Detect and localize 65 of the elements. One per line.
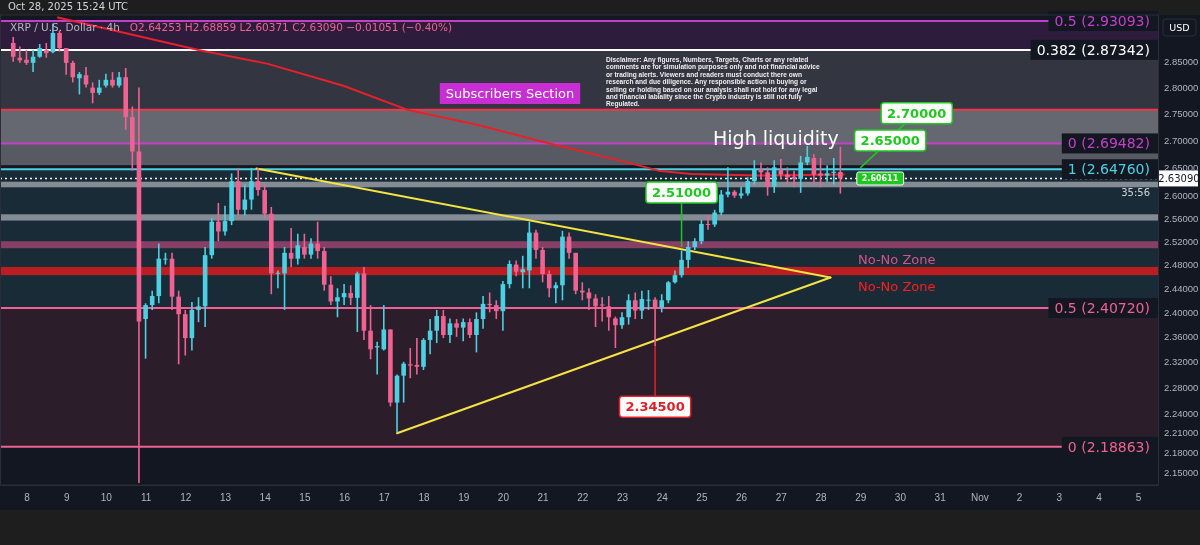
ref-line-label: 0 (2.18863): [1067, 438, 1150, 455]
x-tick-label: 18: [418, 492, 430, 504]
x-tick-label: 21: [537, 492, 550, 504]
x-tick-label: 15: [299, 492, 311, 504]
ref-line-label: 0.382 (2.87342): [1036, 41, 1150, 58]
x-tick-label: 2: [1016, 492, 1023, 504]
x-tick-label: 26: [736, 492, 748, 504]
y-tick-label: 2.48000: [1164, 259, 1199, 271]
x-tick-label: 27: [775, 492, 788, 504]
y-tick-label: 2.24000: [1164, 407, 1199, 419]
annotation: 35:56: [1121, 187, 1150, 198]
x-tick-label: 30: [894, 492, 907, 504]
x-tick-label: 10: [100, 492, 113, 504]
x-tick-label: 9: [63, 492, 70, 504]
y-tick-label: 2.52000: [1164, 235, 1199, 247]
ref-line-label: 0.5 (2.40720): [1054, 300, 1150, 316]
ref-line-label: 0.5 (2.93093): [1054, 12, 1150, 29]
x-tick-label: 3: [1056, 492, 1063, 504]
x-tick-label: 19: [458, 492, 470, 504]
x-tick-label: 4: [1096, 492, 1103, 504]
ref-line-label: 2.63090: [1158, 173, 1200, 185]
text: USD: [1169, 22, 1190, 33]
annotation: 2.70000: [887, 105, 947, 121]
y-tick-label: 2.18000: [1164, 447, 1199, 459]
annotation: 2.51000: [651, 185, 712, 201]
band-label: No-No Zone: [858, 279, 936, 295]
annotation: 2.34500: [625, 399, 685, 415]
y-tick-label: 2.32000: [1164, 356, 1199, 368]
band-label: No-No Zone: [858, 252, 936, 268]
x-tick-label: 14: [259, 492, 272, 504]
y-tick-label: 2.75000: [1164, 108, 1199, 120]
text: Oct 28, 2025 15:24 UTC: [8, 1, 129, 12]
annotation: 2.65000: [860, 132, 920, 148]
x-tick-label: 5: [1135, 492, 1142, 504]
y-tick-label: 2.44000: [1164, 282, 1199, 294]
x-tick-label: Nov: [970, 492, 989, 504]
x-tick-label: 25: [696, 492, 708, 504]
annotation: 2.60611: [861, 174, 899, 183]
y-tick-label: 2.36000: [1164, 331, 1199, 343]
x-tick-label: 17: [378, 492, 391, 504]
y-tick-label: 2.80000: [1164, 82, 1199, 94]
y-tick-label: 2.56000: [1164, 212, 1199, 224]
text: O2.64253 H2.68859 L2.60371 C2.63090 −0.01051 (−0.40%): [129, 21, 453, 33]
y-tick-label: 2.15000: [1164, 467, 1199, 479]
x-tick-label: 24: [656, 492, 669, 504]
y-tick-label: 2.21000: [1164, 427, 1199, 439]
x-tick-label: 22: [577, 492, 589, 504]
x-tick-label: 20: [497, 492, 510, 504]
y-tick-label: 2.70000: [1164, 135, 1199, 147]
x-tick-label: 12: [180, 492, 192, 504]
annotation: Subscribers Section: [445, 86, 575, 101]
x-tick-label: 29: [855, 492, 867, 504]
x-tick-label: 23: [616, 492, 629, 504]
y-tick-label: 2.85000: [1164, 56, 1199, 68]
y-tick-label: 2.28000: [1164, 381, 1199, 393]
x-tick-label: 11: [140, 492, 152, 504]
x-tick-label: 31: [934, 492, 947, 504]
y-tick-label: 2.40000: [1164, 306, 1199, 318]
x-tick-label: 13: [219, 492, 232, 504]
ref-line-label: 1 (2.64760): [1067, 161, 1150, 178]
x-tick-label: 28: [815, 492, 828, 504]
y-tick-label: 2.60000: [1164, 190, 1199, 202]
x-tick-label: 8: [24, 492, 31, 504]
x-tick-label: 16: [339, 492, 351, 504]
ref-line-label: 0 (2.69482): [1067, 135, 1150, 152]
